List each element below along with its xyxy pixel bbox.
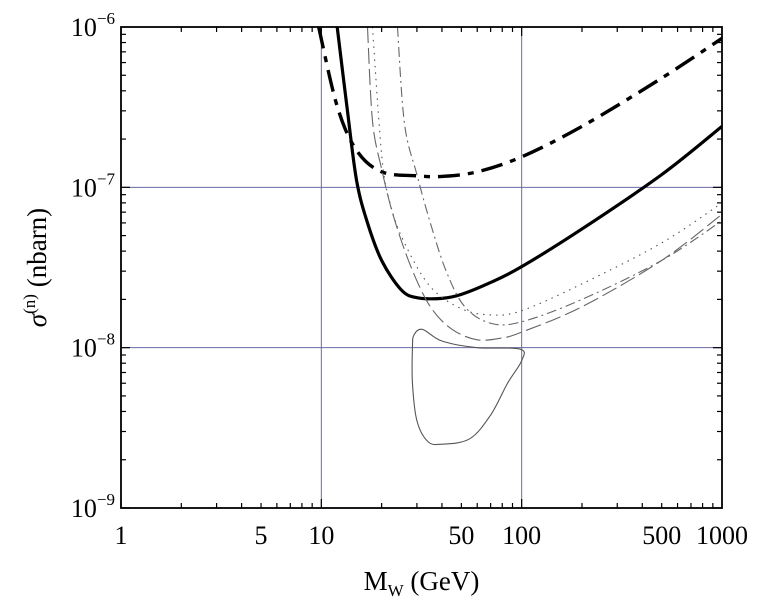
y-tick-label: 10−6	[71, 9, 115, 42]
y-tick-label: 10−9	[71, 490, 115, 523]
x-tick-label: 500	[642, 521, 681, 550]
tick-marks	[120, 27, 722, 509]
series-thick-solid-limit	[335, 27, 722, 301]
x-tick-label: 1	[115, 521, 128, 550]
x-tick-labels: 1 5 10 50 100 500 1000	[115, 521, 749, 550]
x-axis-title: MW (GeV)	[364, 566, 480, 600]
y-tick-labels: 10−6 10−7 10−8 10−9	[71, 9, 116, 523]
plot-frame	[120, 26, 723, 509]
series-thick-dashed-limit	[317, 27, 722, 179]
y-tick-label: 10−7	[71, 169, 116, 202]
x-tick-label: 10	[308, 521, 334, 550]
grid-lines	[121, 27, 722, 508]
x-tick-label: 50	[448, 521, 474, 550]
series-allowed-region	[411, 328, 525, 446]
y-axis-title: σ(n) (nbarn)	[20, 208, 52, 327]
series-long-dash-limit	[366, 27, 722, 341]
x-tick-label: 5	[255, 521, 268, 550]
y-tick-label: 10−8	[71, 330, 115, 363]
x-tick-label: 100	[502, 521, 541, 550]
series-dotted-limit	[371, 27, 722, 316]
series-dash-dot-limit	[396, 27, 722, 326]
x-tick-label: 1000	[696, 521, 748, 550]
data-series	[317, 27, 722, 446]
